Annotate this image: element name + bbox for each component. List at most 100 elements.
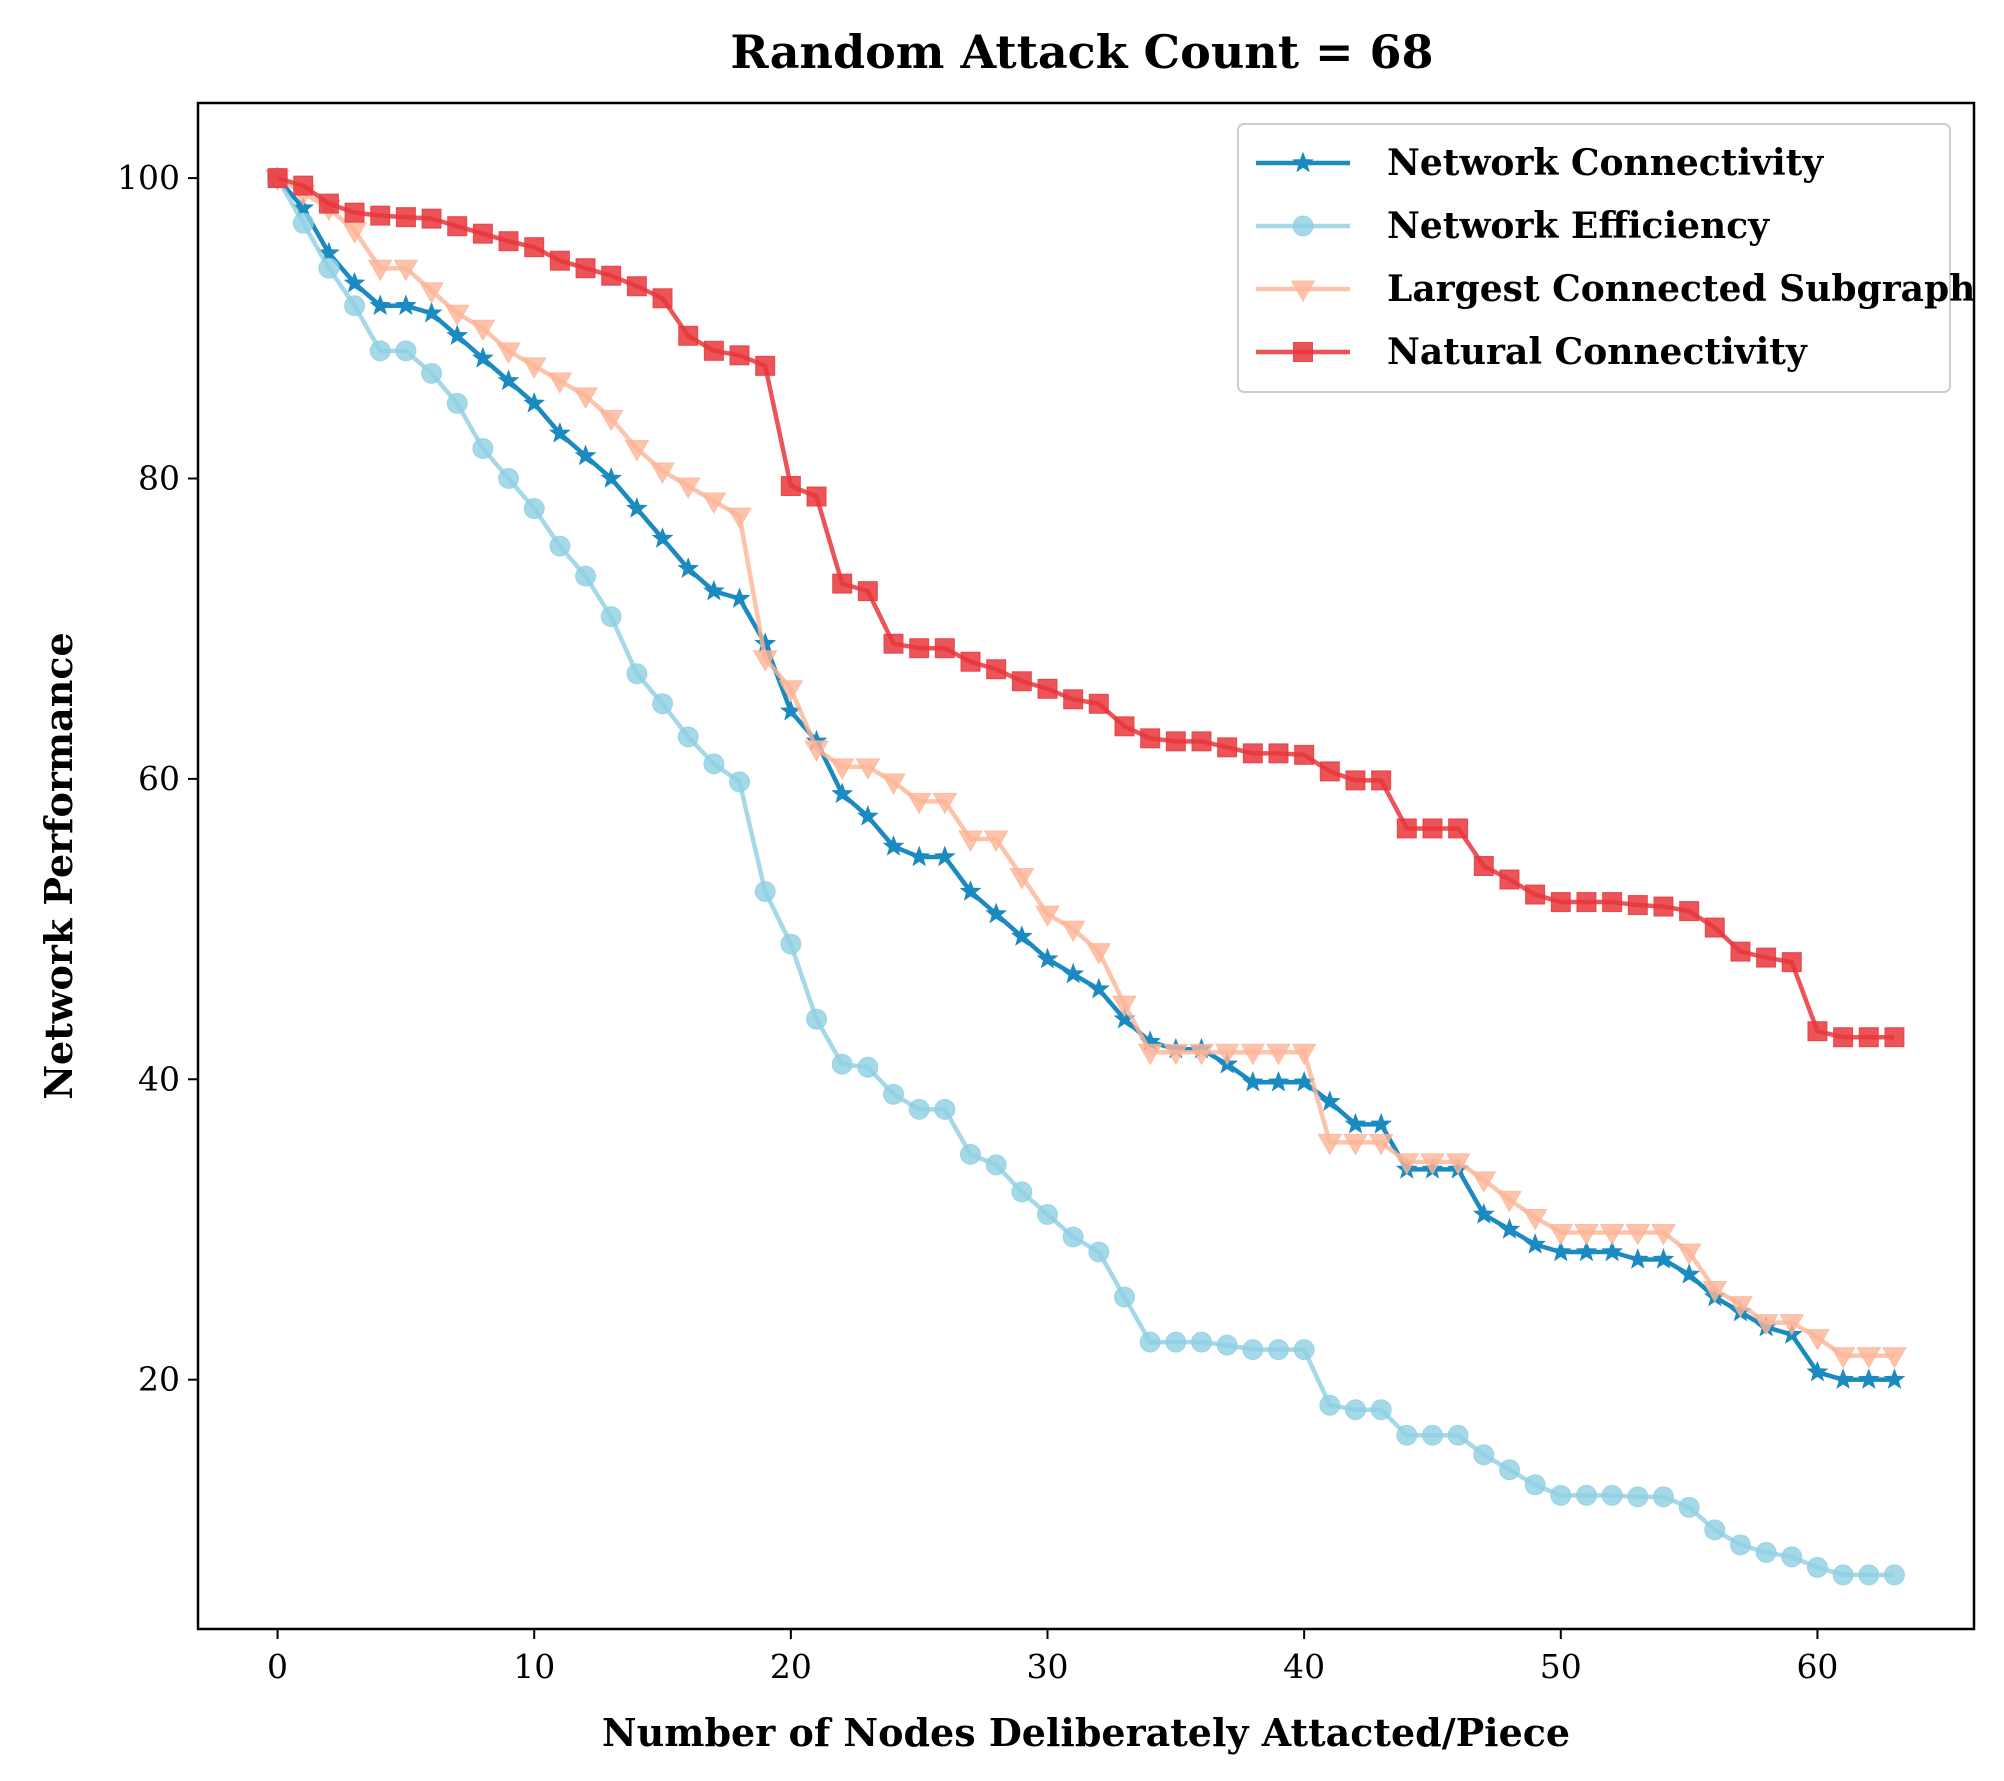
data-point (1832, 1368, 1854, 1389)
data-point (1575, 1484, 1597, 1506)
data-point (1037, 1203, 1059, 1225)
data-point (1345, 770, 1366, 791)
data-point (626, 497, 648, 518)
data-point (701, 492, 727, 515)
data-point (1702, 1281, 1728, 1303)
legend-box (1237, 123, 1951, 393)
data-point (1267, 1339, 1289, 1361)
data-point (626, 663, 648, 685)
data-point (1139, 1331, 1161, 1353)
data-point (1063, 689, 1084, 710)
data-point (908, 1098, 930, 1120)
data-point (908, 845, 931, 867)
data-point (1319, 1394, 1341, 1416)
data-point (1318, 1090, 1341, 1112)
legend-label: Network Connectivity (1387, 142, 1824, 184)
data-point (1087, 977, 1110, 999)
data-point (728, 587, 751, 608)
data-point (472, 346, 494, 368)
data-point (521, 357, 547, 379)
data-point (1497, 1190, 1522, 1213)
data-point (1140, 728, 1161, 749)
data-point (909, 638, 930, 659)
data-point (267, 168, 288, 189)
data-point (1242, 1339, 1264, 1361)
data-point (549, 535, 571, 557)
data-point (934, 1098, 956, 1120)
data-point (1165, 1331, 1187, 1353)
data-point (419, 282, 444, 304)
data-point (1137, 1043, 1163, 1066)
x-axis-label: Number of Nodes Deliberately Attacted/Pi… (602, 1710, 1570, 1755)
data-point (677, 557, 700, 578)
data-point (1806, 1556, 1828, 1578)
data-point (1574, 1223, 1599, 1246)
data-point (1344, 1112, 1367, 1134)
data-point (498, 231, 519, 252)
data-point (1267, 1070, 1290, 1092)
legend-item: Natural Connectivity (1256, 331, 1808, 373)
data-point (598, 409, 624, 432)
series-layer (265, 166, 1907, 1586)
data-point (393, 259, 419, 282)
data-point (575, 565, 597, 587)
legend-marker (1292, 215, 1314, 237)
data-point (472, 437, 494, 459)
data-point (1652, 1248, 1675, 1269)
data-point (446, 392, 468, 414)
data-point (729, 345, 750, 366)
data-point (318, 193, 339, 214)
data-point (1241, 1070, 1264, 1092)
series-line (276, 176, 1895, 1358)
data-point (1242, 743, 1263, 764)
x-tick-label: 30 (1027, 1647, 1069, 1686)
series-line (275, 176, 1895, 1382)
data-point (1086, 943, 1112, 965)
data-point (959, 880, 982, 901)
data-point (1216, 1334, 1238, 1356)
data-point (855, 758, 881, 780)
data-point (1830, 1347, 1856, 1369)
data-point (1421, 1424, 1443, 1446)
data-point (1394, 1153, 1420, 1175)
data-point (1473, 1444, 1495, 1466)
data-point (1498, 1218, 1521, 1239)
data-point (677, 726, 699, 748)
data-point (1445, 1153, 1471, 1175)
data-point (1678, 1263, 1700, 1284)
data-point (1781, 952, 1802, 973)
plot-frame (196, 101, 1976, 1631)
data-point (1807, 1021, 1828, 1042)
data-point (678, 325, 699, 346)
data-point (547, 372, 573, 394)
data-point (1524, 1233, 1546, 1254)
data-point (344, 202, 365, 223)
data-point (496, 342, 521, 364)
data-point (1447, 1424, 1469, 1446)
series-network-efficiency (267, 167, 1905, 1586)
data-point (1396, 818, 1417, 839)
data-point (1060, 920, 1086, 943)
legend-marker (1290, 280, 1316, 303)
data-point (1805, 1329, 1830, 1351)
x-tick-label: 10 (513, 1647, 555, 1686)
data-point (523, 498, 545, 520)
data-point (652, 693, 674, 715)
data-point (369, 294, 392, 316)
data-point (574, 444, 597, 466)
data-point (986, 659, 1007, 680)
data-point (343, 271, 366, 293)
data-point (600, 467, 623, 488)
data-point (882, 835, 905, 856)
data-point (367, 259, 393, 282)
data-point (292, 196, 315, 218)
data-point (1806, 1360, 1829, 1382)
data-point (1114, 716, 1135, 737)
data-point (1165, 731, 1186, 752)
data-point (780, 933, 802, 955)
data-point (1319, 761, 1340, 782)
data-point (1779, 1314, 1805, 1336)
data-point (857, 581, 878, 602)
legend: Network Connectivity Network Efficiency La… (1237, 123, 1975, 393)
data-point (1576, 892, 1597, 913)
